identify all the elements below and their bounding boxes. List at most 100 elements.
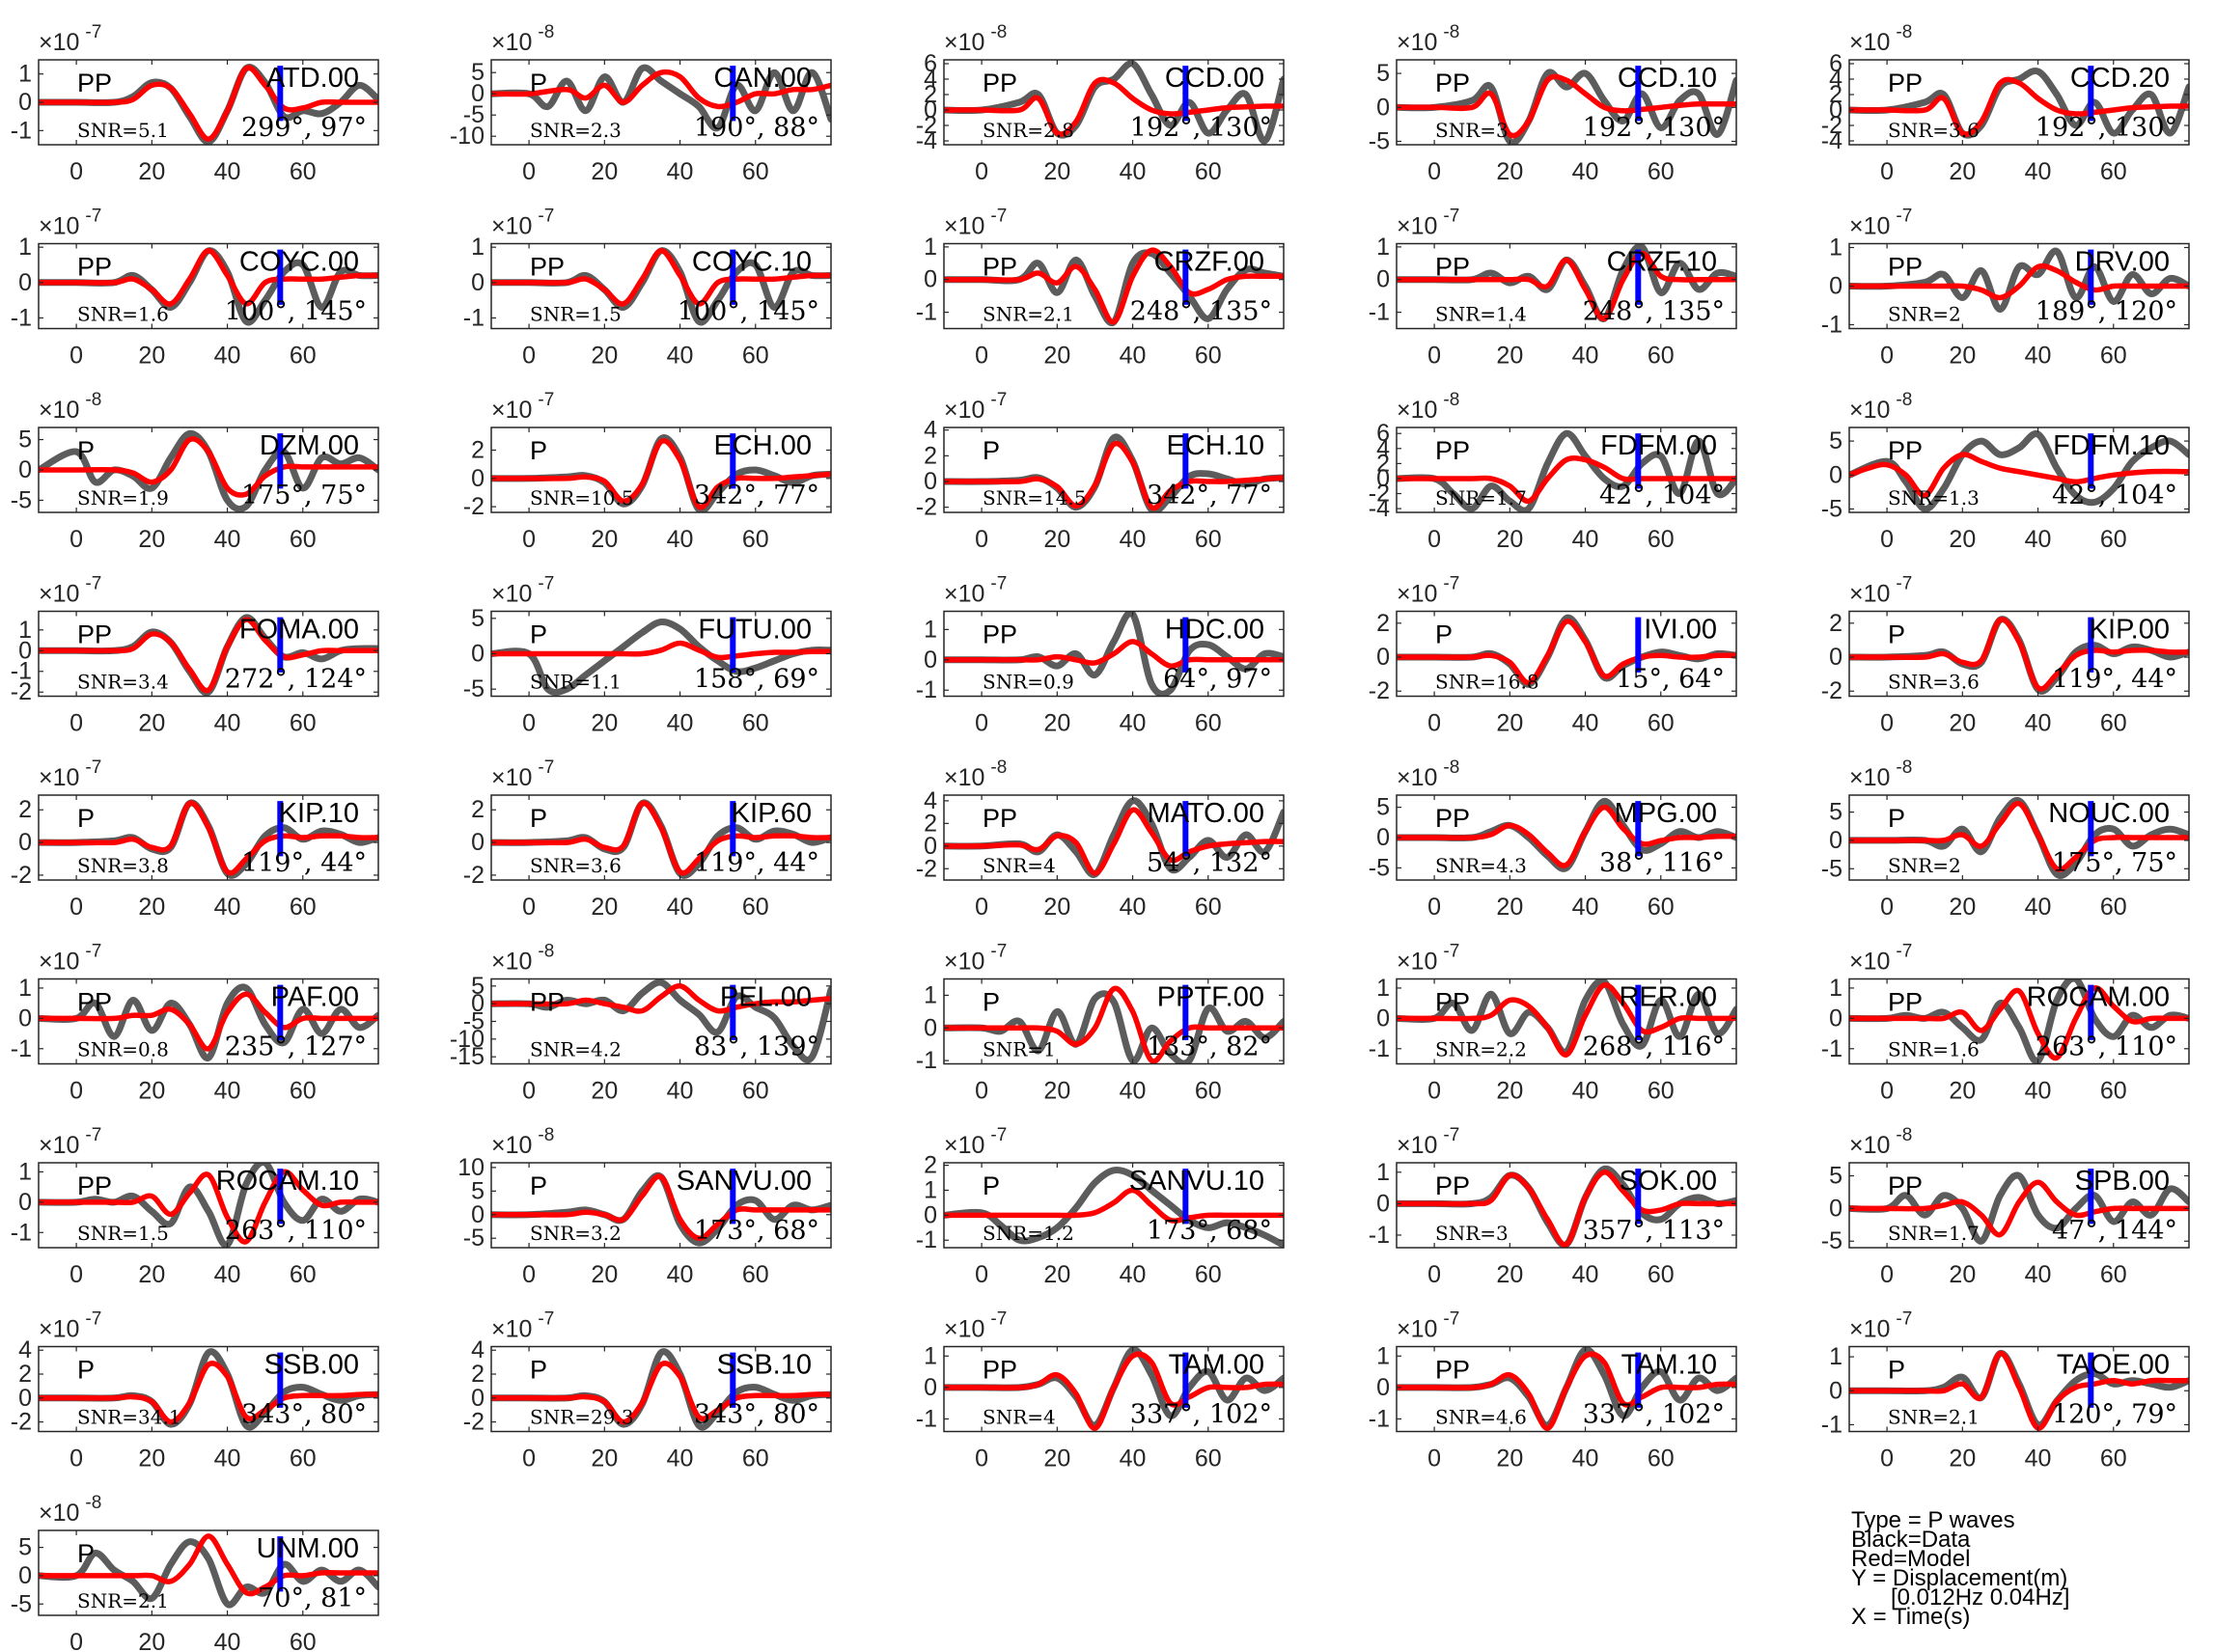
exponent-power: -8 (1443, 22, 1459, 42)
phase-label: PP (77, 1171, 112, 1200)
exponent-base: ×10 (1397, 949, 1437, 976)
panel-tam-00: 1 0 -1 0 20 40 60 ×10 -7 PP TAM.00 SNR=4 337°, 102° (916, 1309, 1285, 1473)
snr-label: SNR=1.1 (530, 671, 622, 694)
station-label: ROCAM.00 (2027, 982, 2170, 1013)
axes-box (1848, 794, 2190, 881)
y-tick-label: -2 (11, 862, 32, 889)
station-label: FOMA.00 (239, 615, 359, 646)
data-trace (1397, 429, 1736, 512)
station-label: TAOE.00 (2057, 1350, 2170, 1381)
snr-label: SNR=3 (1435, 1222, 1509, 1245)
phase-label: PP (77, 253, 112, 282)
y-exponent-label: ×10 -8 (1849, 390, 1912, 424)
phase-label: P (77, 1539, 95, 1568)
snr-label: SNR=2.1 (1888, 1406, 1980, 1429)
x-tick-label: 60 (1195, 1261, 1222, 1288)
exponent-base: ×10 (39, 29, 79, 56)
station-label: FDFM.00 (1600, 430, 1717, 461)
snr-label: SNR=2.1 (77, 1589, 169, 1612)
legend-line: X = Time(s) (1851, 1604, 1970, 1630)
x-tick-label: 0 (975, 894, 988, 921)
phase-label: PP (77, 69, 112, 97)
exponent-base: ×10 (1849, 397, 1890, 424)
station-label: COYC.10 (692, 247, 812, 278)
snr-label: SNR=1.6 (77, 303, 169, 326)
station-label: TAM.00 (1169, 1350, 1264, 1381)
y-tick-label: -10 (450, 123, 485, 150)
y-tick-label: 0 (1376, 465, 1390, 492)
y-tick-label: 2 (924, 1152, 937, 1179)
exponent-base: ×10 (944, 213, 984, 240)
data-trace (1397, 69, 1736, 145)
exponent-base: ×10 (1849, 581, 1890, 608)
trace-group (1849, 1171, 2189, 1245)
angle-label: 133°, 82° (1147, 1032, 1272, 1062)
exponent-base: ×10 (944, 581, 984, 608)
exponent-power: -8 (1443, 757, 1459, 778)
x-tick-label: 60 (2100, 526, 2127, 553)
y-exponent-label: ×10 -7 (1397, 942, 1459, 976)
y-tick-label: -1 (1369, 1222, 1390, 1249)
y-tick-label: -2 (1821, 677, 1842, 704)
y-tick-label: -1 (11, 1035, 32, 1062)
exponent-power: -7 (1443, 942, 1459, 962)
phase-label: PP (1435, 804, 1470, 833)
y-tick-label: 0 (924, 1201, 937, 1228)
trace-group (39, 1348, 378, 1431)
angle-label: 158°, 69° (694, 665, 819, 695)
phase-label: P (983, 436, 1000, 465)
exponent-power: -8 (85, 1493, 101, 1513)
x-tick-label: 0 (522, 710, 536, 737)
y-tick-label: 0 (924, 833, 937, 860)
y-tick-label: 0 (1829, 461, 1842, 488)
exponent-power: -7 (990, 942, 1007, 962)
y-tick-label: 1 (1376, 1342, 1390, 1369)
station-label: SPB.00 (2075, 1166, 2170, 1197)
axes-box (38, 1162, 379, 1249)
snr-label: SNR=2.1 (983, 303, 1074, 326)
snr-label: SNR=1.6 (1888, 1038, 1980, 1061)
y-exponent-label: ×10 -7 (944, 574, 1007, 608)
x-tick-label: 20 (138, 158, 165, 185)
exponent-base: ×10 (39, 1132, 79, 1159)
angle-label: 343°, 80° (241, 1400, 367, 1430)
x-tick-label: 40 (1572, 1078, 1599, 1105)
x-tick-label: 20 (1496, 1446, 1523, 1473)
snr-label: SNR=29.3 (530, 1406, 634, 1429)
panel-taoe-00: 1 0 -1 0 20 40 60 ×10 -7 P TAOE.00 SNR=2.1 120°, 79° (1821, 1309, 2190, 1473)
y-tick-label: -1 (916, 676, 937, 703)
exponent-base: ×10 (1397, 1316, 1437, 1343)
y-tick-label: 1 (924, 981, 937, 1008)
trace-group (39, 799, 378, 879)
x-tick-label: 0 (1427, 526, 1441, 553)
x-tick-label: 60 (290, 710, 317, 737)
y-tick-label: -1 (1369, 299, 1390, 326)
axes-box (1396, 427, 1737, 513)
axes-box (38, 610, 379, 698)
legend-line: [0.012Hz 0.04Hz] (1891, 1584, 2069, 1611)
station-label: UNM.00 (257, 1533, 359, 1564)
model-trace (39, 248, 378, 307)
y-tick-label: -1 (916, 1047, 937, 1074)
y-exponent-label: ×10 -8 (1849, 757, 1912, 791)
model-trace (944, 76, 1284, 137)
model-trace (1397, 454, 1736, 505)
axes-box (1848, 427, 2190, 513)
data-trace (491, 618, 831, 697)
y-tick-label: 0 (471, 465, 485, 492)
station-label: FDFM.10 (2053, 430, 2170, 461)
trace-group (1397, 429, 1736, 512)
trace-group (491, 1348, 831, 1431)
angle-label: 175°, 75° (2052, 848, 2177, 878)
angle-label: 175°, 75° (241, 481, 367, 510)
y-tick-label: 4 (18, 1336, 32, 1363)
exponent-base: ×10 (491, 1316, 532, 1343)
x-tick-label: 20 (1949, 710, 1976, 737)
angle-label: 337°, 102° (1583, 1400, 1725, 1430)
x-tick-label: 20 (1949, 1446, 1976, 1473)
angle-label: 248°, 135° (1583, 297, 1725, 327)
x-tick-label: 20 (1949, 1078, 1976, 1105)
